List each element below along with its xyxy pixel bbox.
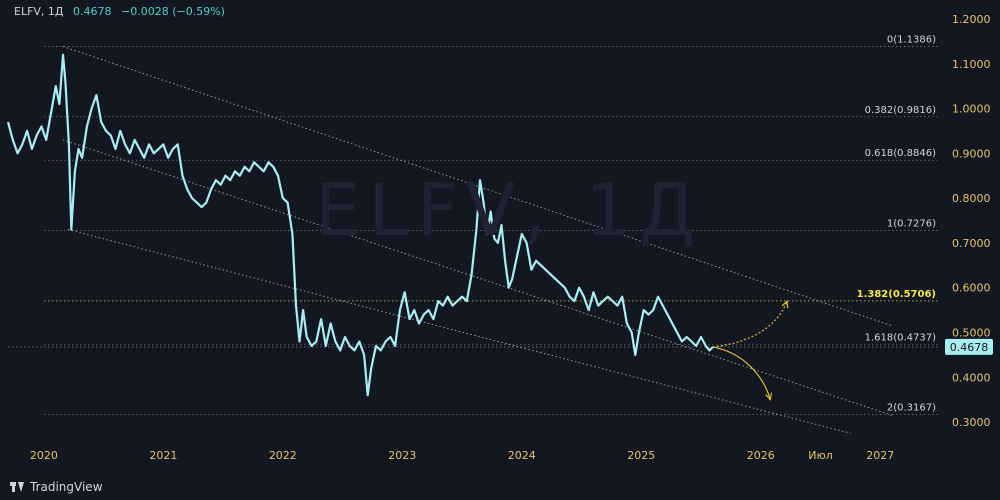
x-axis-tick-label: Июл bbox=[808, 449, 833, 462]
y-axis-tick-label: 0.3000 bbox=[952, 416, 991, 429]
channel-line-lower bbox=[67, 229, 851, 434]
x-axis-tick-label: 2026 bbox=[747, 449, 775, 462]
y-axis-tick-label: 0.4000 bbox=[952, 371, 991, 384]
forecast-down-arrow-arrowhead bbox=[765, 392, 773, 402]
y-axis-tick-label: 0.8000 bbox=[952, 192, 991, 205]
fib-level-label: 1.618(0.4737) bbox=[865, 332, 937, 343]
y-axis-tick-label: 1.1000 bbox=[952, 58, 991, 71]
y-axis-tick-label: 0.6000 bbox=[952, 282, 991, 295]
channel-line-upper bbox=[62, 46, 893, 327]
forecast-down-arrow bbox=[712, 346, 771, 400]
price-change: −0.0028 (−0.59%) bbox=[121, 5, 225, 18]
brand-label: TradingView bbox=[30, 480, 103, 494]
symbol-label[interactable]: ELFV, 1Д bbox=[14, 5, 64, 18]
tradingview-logo[interactable]: TradingView bbox=[10, 480, 103, 494]
last-price-badge-label: 0.4678 bbox=[950, 341, 989, 354]
fib-level-label: 2(0.3167) bbox=[887, 403, 936, 414]
fib-level-label: 0.382(0.9816) bbox=[865, 105, 937, 116]
forecast-up-arrow-arrowhead bbox=[781, 299, 789, 309]
x-axis-tick-label: 2022 bbox=[269, 449, 297, 462]
y-axis-tick-label: 0.7000 bbox=[952, 237, 991, 250]
last-value: 0.4678 bbox=[73, 5, 112, 18]
fib-level-label: 1.382(0.5706) bbox=[857, 289, 936, 300]
y-axis-tick-label: 1.0000 bbox=[952, 103, 991, 116]
y-axis-tick-label: 0.9000 bbox=[952, 147, 991, 160]
fib-level-label: 0.618(0.8846) bbox=[865, 148, 937, 159]
fib-level-label: 0(1.1386) bbox=[887, 34, 936, 45]
x-axis-tick-label: 2020 bbox=[30, 449, 58, 462]
fib-level-label: 1(0.7276) bbox=[887, 219, 936, 230]
x-axis-tick-label: 2025 bbox=[627, 449, 655, 462]
price-series-line[interactable] bbox=[6, 53, 714, 397]
symbol-watermark: ELFV, 1Д bbox=[315, 168, 704, 252]
x-axis-tick-label: 2021 bbox=[149, 449, 177, 462]
x-axis-tick-label: 2024 bbox=[508, 449, 536, 462]
last-price-badge bbox=[945, 338, 993, 355]
chart-header: ELFV, 1Д 0.4678 −0.0028 (−0.59%) bbox=[14, 5, 225, 18]
x-axis-tick-label: 2027 bbox=[866, 449, 894, 462]
tradingview-icon bbox=[10, 482, 24, 492]
y-axis-tick-label: 1.2000 bbox=[952, 13, 991, 26]
y-axis-tick-label: 0.5000 bbox=[952, 327, 991, 340]
forecast-up-arrow bbox=[712, 300, 788, 348]
x-axis-tick-label: 2023 bbox=[388, 449, 416, 462]
